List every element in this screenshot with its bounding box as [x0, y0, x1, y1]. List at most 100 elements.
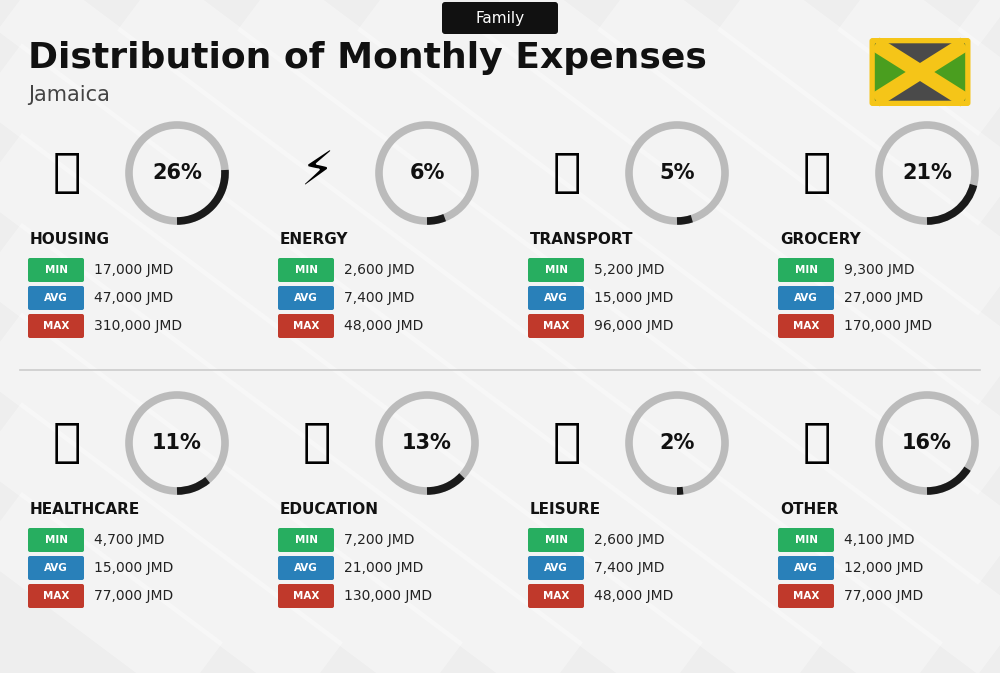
- FancyBboxPatch shape: [28, 258, 84, 282]
- Text: 💰: 💰: [803, 421, 831, 466]
- Text: MIN: MIN: [294, 535, 318, 545]
- FancyBboxPatch shape: [778, 258, 834, 282]
- FancyBboxPatch shape: [528, 314, 584, 338]
- Text: 170,000 JMD: 170,000 JMD: [844, 319, 932, 333]
- Text: TRANSPORT: TRANSPORT: [530, 232, 634, 248]
- Text: 21,000 JMD: 21,000 JMD: [344, 561, 423, 575]
- Text: MIN: MIN: [544, 535, 568, 545]
- Text: MAX: MAX: [543, 321, 569, 331]
- Text: 21%: 21%: [902, 163, 952, 183]
- Text: 2,600 JMD: 2,600 JMD: [344, 263, 415, 277]
- Text: 15,000 JMD: 15,000 JMD: [94, 561, 173, 575]
- FancyBboxPatch shape: [870, 38, 970, 106]
- Polygon shape: [876, 72, 964, 100]
- Text: 15,000 JMD: 15,000 JMD: [594, 291, 673, 305]
- Text: EDUCATION: EDUCATION: [280, 503, 379, 518]
- Text: MIN: MIN: [544, 265, 568, 275]
- FancyBboxPatch shape: [28, 556, 84, 580]
- FancyBboxPatch shape: [442, 2, 558, 34]
- FancyBboxPatch shape: [278, 314, 334, 338]
- FancyBboxPatch shape: [28, 314, 84, 338]
- Text: 5%: 5%: [659, 163, 695, 183]
- Polygon shape: [920, 44, 964, 100]
- Text: ENERGY: ENERGY: [280, 232, 349, 248]
- Text: AVG: AVG: [544, 563, 568, 573]
- Text: MIN: MIN: [294, 265, 318, 275]
- Text: 6%: 6%: [409, 163, 445, 183]
- Text: AVG: AVG: [544, 293, 568, 303]
- Text: 310,000 JMD: 310,000 JMD: [94, 319, 182, 333]
- FancyBboxPatch shape: [528, 556, 584, 580]
- Text: 🛍️: 🛍️: [553, 421, 581, 466]
- Text: 🏢: 🏢: [53, 151, 81, 195]
- Text: 77,000 JMD: 77,000 JMD: [94, 589, 173, 603]
- Text: 2,600 JMD: 2,600 JMD: [594, 533, 665, 547]
- Text: 4,100 JMD: 4,100 JMD: [844, 533, 915, 547]
- Text: 🚌: 🚌: [553, 151, 581, 195]
- Text: 💗: 💗: [53, 421, 81, 466]
- Text: Jamaica: Jamaica: [28, 85, 110, 105]
- Text: Family: Family: [475, 11, 525, 26]
- Text: 96,000 JMD: 96,000 JMD: [594, 319, 674, 333]
- Text: MAX: MAX: [793, 591, 819, 601]
- Text: 48,000 JMD: 48,000 JMD: [344, 319, 423, 333]
- Text: 130,000 JMD: 130,000 JMD: [344, 589, 432, 603]
- FancyBboxPatch shape: [28, 286, 84, 310]
- Text: MAX: MAX: [293, 591, 319, 601]
- Text: 7,200 JMD: 7,200 JMD: [344, 533, 415, 547]
- FancyBboxPatch shape: [278, 584, 334, 608]
- Text: AVG: AVG: [44, 563, 68, 573]
- Text: ⚡: ⚡: [300, 151, 334, 195]
- Text: 5,200 JMD: 5,200 JMD: [594, 263, 664, 277]
- Text: AVG: AVG: [294, 293, 318, 303]
- Text: 11%: 11%: [152, 433, 202, 453]
- FancyBboxPatch shape: [528, 258, 584, 282]
- Text: 7,400 JMD: 7,400 JMD: [344, 291, 415, 305]
- FancyBboxPatch shape: [278, 258, 334, 282]
- Text: MAX: MAX: [293, 321, 319, 331]
- Text: GROCERY: GROCERY: [780, 232, 861, 248]
- FancyBboxPatch shape: [778, 314, 834, 338]
- Text: MIN: MIN: [44, 265, 68, 275]
- Text: Distribution of Monthly Expenses: Distribution of Monthly Expenses: [28, 41, 707, 75]
- Text: 77,000 JMD: 77,000 JMD: [844, 589, 923, 603]
- Text: 13%: 13%: [402, 433, 452, 453]
- Text: OTHER: OTHER: [780, 503, 838, 518]
- Text: MIN: MIN: [794, 265, 818, 275]
- FancyBboxPatch shape: [528, 286, 584, 310]
- Text: 2%: 2%: [659, 433, 695, 453]
- FancyBboxPatch shape: [778, 528, 834, 552]
- Text: 16%: 16%: [902, 433, 952, 453]
- Polygon shape: [876, 44, 920, 100]
- Text: 🎓: 🎓: [303, 421, 331, 466]
- Text: 47,000 JMD: 47,000 JMD: [94, 291, 173, 305]
- Text: 27,000 JMD: 27,000 JMD: [844, 291, 923, 305]
- Text: 9,300 JMD: 9,300 JMD: [844, 263, 915, 277]
- Text: MAX: MAX: [543, 591, 569, 601]
- Polygon shape: [876, 44, 964, 72]
- FancyBboxPatch shape: [778, 556, 834, 580]
- Text: AVG: AVG: [794, 563, 818, 573]
- Text: HOUSING: HOUSING: [30, 232, 110, 248]
- FancyBboxPatch shape: [28, 584, 84, 608]
- Text: 4,700 JMD: 4,700 JMD: [94, 533, 164, 547]
- Text: MIN: MIN: [794, 535, 818, 545]
- FancyBboxPatch shape: [28, 528, 84, 552]
- Text: MIN: MIN: [44, 535, 68, 545]
- Text: AVG: AVG: [794, 293, 818, 303]
- Text: HEALTHCARE: HEALTHCARE: [30, 503, 140, 518]
- Text: LEISURE: LEISURE: [530, 503, 601, 518]
- Text: 26%: 26%: [152, 163, 202, 183]
- FancyBboxPatch shape: [278, 286, 334, 310]
- FancyBboxPatch shape: [278, 556, 334, 580]
- Text: 🛒: 🛒: [803, 151, 831, 195]
- Text: AVG: AVG: [44, 293, 68, 303]
- Text: MAX: MAX: [793, 321, 819, 331]
- Text: MAX: MAX: [43, 321, 69, 331]
- FancyBboxPatch shape: [778, 584, 834, 608]
- FancyBboxPatch shape: [528, 528, 584, 552]
- FancyBboxPatch shape: [778, 286, 834, 310]
- Text: MAX: MAX: [43, 591, 69, 601]
- FancyBboxPatch shape: [278, 528, 334, 552]
- Text: 48,000 JMD: 48,000 JMD: [594, 589, 673, 603]
